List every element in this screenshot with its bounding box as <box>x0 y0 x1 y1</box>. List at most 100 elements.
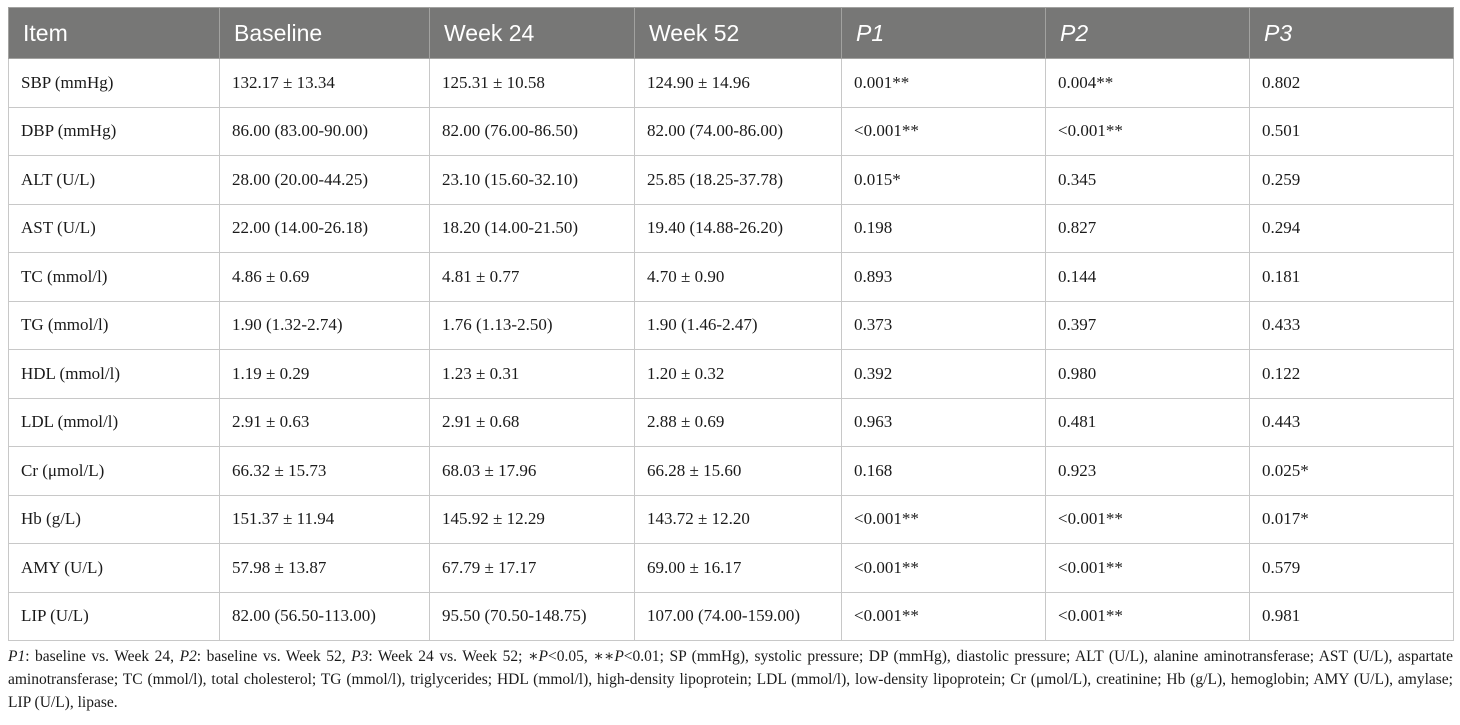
footnote-p2-label: P2 <box>179 648 197 665</box>
cell-p1: 0.168 <box>841 446 1046 496</box>
table-row: LIP (U/L) 82.00 (56.50-113.00) 95.50 (70.5… <box>8 591 1454 641</box>
cell-p3: 0.579 <box>1249 543 1454 593</box>
cell-week-24: 67.79 ± 17.17 <box>429 543 635 593</box>
footnote-sig1-mark: ∗ <box>527 648 539 665</box>
cell-baseline: 132.17 ± 13.34 <box>219 58 430 108</box>
cell-item: SBP (mmHg) <box>8 58 220 108</box>
cell-baseline: 1.19 ± 0.29 <box>219 349 430 399</box>
cell-p3: 0.433 <box>1249 300 1454 350</box>
cell-p2: 0.923 <box>1045 446 1250 496</box>
cell-week-52: 1.20 ± 0.32 <box>634 349 842 399</box>
cell-p2: 0.144 <box>1045 252 1250 302</box>
cell-p3: 0.294 <box>1249 203 1454 253</box>
cell-p3: 0.025* <box>1249 446 1454 496</box>
table-row: DBP (mmHg) 86.00 (83.00-90.00) 82.00 (76.0… <box>8 106 1454 156</box>
cell-week-24: 4.81 ± 0.77 <box>429 252 635 302</box>
cell-week-52: 19.40 (14.88-26.20) <box>634 203 842 253</box>
cell-p1: <0.001** <box>841 543 1046 593</box>
cell-baseline: 28.00 (20.00-44.25) <box>219 155 430 205</box>
cell-week-52: 25.85 (18.25-37.78) <box>634 155 842 205</box>
cell-week-52: 1.90 (1.46-2.47) <box>634 300 842 350</box>
cell-p1: 0.963 <box>841 397 1046 447</box>
cell-item: DBP (mmHg) <box>8 106 220 156</box>
footnote-p1-label: P1 <box>8 648 26 665</box>
cell-week-24: 145.92 ± 12.29 <box>429 494 635 544</box>
header-week-24: Week 24 <box>429 7 635 59</box>
cell-p3: 0.017* <box>1249 494 1454 544</box>
table-row: AMY (U/L) 57.98 ± 13.87 67.79 ± 17.17 69.00… <box>8 543 1454 593</box>
footnote-sig2-text: <0.01; SP (mmHg), systolic pressure; DP … <box>8 648 1453 711</box>
cell-p2: <0.001** <box>1045 543 1250 593</box>
footnote-p3-text: : Week 24 vs. Week 52; <box>368 648 528 665</box>
cell-item: TG (mmol/l) <box>8 300 220 350</box>
cell-p2: <0.001** <box>1045 494 1250 544</box>
cell-p1: <0.001** <box>841 106 1046 156</box>
table-row: AST (U/L) 22.00 (14.00-26.18) 18.20 (14.00… <box>8 203 1454 253</box>
cell-week-24: 23.10 (15.60-32.10) <box>429 155 635 205</box>
footnote-sig1-p: P <box>538 648 548 665</box>
cell-p1: 0.373 <box>841 300 1046 350</box>
cell-week-24: 95.50 (70.50-148.75) <box>429 591 635 641</box>
cell-p3: 0.259 <box>1249 155 1454 205</box>
table-row: TC (mmol/l) 4.86 ± 0.69 4.81 ± 0.77 4.70 ± … <box>8 252 1454 302</box>
cell-p1: 0.198 <box>841 203 1046 253</box>
cell-p3: 0.981 <box>1249 591 1454 641</box>
table-row: Hb (g/L) 151.37 ± 11.94 145.92 ± 12.29 143.… <box>8 494 1454 544</box>
cell-week-24: 1.23 ± 0.31 <box>429 349 635 399</box>
cell-item: AST (U/L) <box>8 203 220 253</box>
cell-week-52: 82.00 (74.00-86.00) <box>634 106 842 156</box>
cell-baseline: 57.98 ± 13.87 <box>219 543 430 593</box>
cell-p3: 0.443 <box>1249 397 1454 447</box>
table-row: TG (mmol/l) 1.90 (1.32-2.74) 1.76 (1.13-2.… <box>8 300 1454 350</box>
table-row: Cr (μmol/L) 66.32 ± 15.73 68.03 ± 17.96 66.… <box>8 446 1454 496</box>
cell-week-52: 124.90 ± 14.96 <box>634 58 842 108</box>
cell-week-24: 18.20 (14.00-21.50) <box>429 203 635 253</box>
header-baseline: Baseline <box>219 7 430 59</box>
cell-baseline: 82.00 (56.50-113.00) <box>219 591 430 641</box>
cell-baseline: 66.32 ± 15.73 <box>219 446 430 496</box>
cell-p3: 0.802 <box>1249 58 1454 108</box>
cell-p2: 0.980 <box>1045 349 1250 399</box>
footnote-sig2-p: P <box>614 648 624 665</box>
cell-week-24: 2.91 ± 0.68 <box>429 397 635 447</box>
cell-baseline: 4.86 ± 0.69 <box>219 252 430 302</box>
header-p2: P2 <box>1045 7 1250 59</box>
table-row: HDL (mmol/l) 1.19 ± 0.29 1.23 ± 0.31 1.20 ±… <box>8 349 1454 399</box>
cell-p2: 0.827 <box>1045 203 1250 253</box>
cell-item: ALT (U/L) <box>8 155 220 205</box>
cell-p1: 0.015* <box>841 155 1046 205</box>
cell-baseline: 151.37 ± 11.94 <box>219 494 430 544</box>
cell-item: HDL (mmol/l) <box>8 349 220 399</box>
cell-item: TC (mmol/l) <box>8 252 220 302</box>
table-row: SBP (mmHg) 132.17 ± 13.34 125.31 ± 10.58 12… <box>8 58 1454 108</box>
cell-week-24: 125.31 ± 10.58 <box>429 58 635 108</box>
cell-item: Hb (g/L) <box>8 494 220 544</box>
cell-p1: 0.001** <box>841 58 1046 108</box>
cell-p3: 0.501 <box>1249 106 1454 156</box>
table-footnote: P1: baseline vs. Week 24, P2: baseline v… <box>8 645 1453 714</box>
cell-p2: <0.001** <box>1045 591 1250 641</box>
cell-p3: 0.181 <box>1249 252 1454 302</box>
footnote-p2-text: : baseline vs. Week 52, <box>196 648 352 665</box>
header-item: Item <box>8 7 220 59</box>
table-body: SBP (mmHg) 132.17 ± 13.34 125.31 ± 10.58 12… <box>8 58 1454 641</box>
cell-baseline: 22.00 (14.00-26.18) <box>219 203 430 253</box>
cell-p2: <0.001** <box>1045 106 1250 156</box>
footnote-sig1-text: <0.05, <box>547 648 594 665</box>
footnote-p3-label: P3 <box>351 648 369 665</box>
cell-week-52: 2.88 ± 0.69 <box>634 397 842 447</box>
header-week-52: Week 52 <box>634 7 842 59</box>
cell-week-52: 143.72 ± 12.20 <box>634 494 842 544</box>
cell-p1: 0.893 <box>841 252 1046 302</box>
cell-p3: 0.122 <box>1249 349 1454 399</box>
cell-item: AMY (U/L) <box>8 543 220 593</box>
table-row: LDL (mmol/l) 2.91 ± 0.63 2.91 ± 0.68 2.88 ±… <box>8 397 1454 447</box>
cell-baseline: 1.90 (1.32-2.74) <box>219 300 430 350</box>
cell-p1: <0.001** <box>841 591 1046 641</box>
cell-p2: 0.397 <box>1045 300 1250 350</box>
table-header: Item Baseline Week 24 Week 52 P1 P2 P3 <box>8 7 1454 59</box>
cell-week-24: 82.00 (76.00-86.50) <box>429 106 635 156</box>
footnote-p1-text: : baseline vs. Week 24, <box>25 648 180 665</box>
cell-item: Cr (μmol/L) <box>8 446 220 496</box>
